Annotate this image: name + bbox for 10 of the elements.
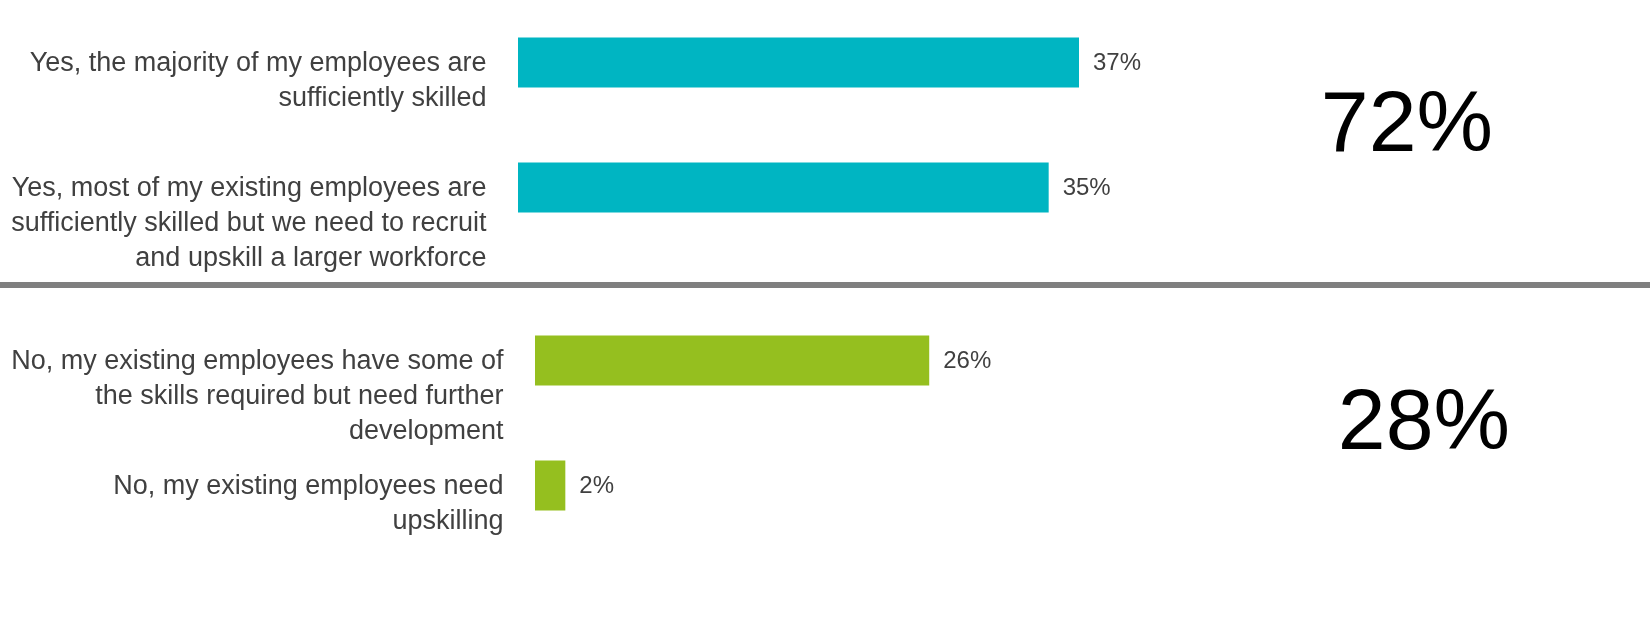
y-tick-label: Yes, the majority of my employees are sufficiently skilled [29, 46, 487, 112]
data-label: 26% [943, 345, 992, 373]
data-label: 2% [579, 470, 615, 498]
y-tick-label: No, my existing employees need upskilling [113, 469, 504, 535]
data-label: 37% [1093, 47, 1142, 75]
data-label: 35% [1062, 172, 1111, 200]
y-tick-label: No, my existing employees have some of the skills required but need further development [11, 344, 504, 445]
text: 72% [1320, 73, 1493, 169]
text: 28% [1337, 371, 1510, 467]
y-tick-label: Yes, most of my existing employees are sufficiently skilled but we need to recruit and upskill a larger workforce [11, 171, 487, 272]
